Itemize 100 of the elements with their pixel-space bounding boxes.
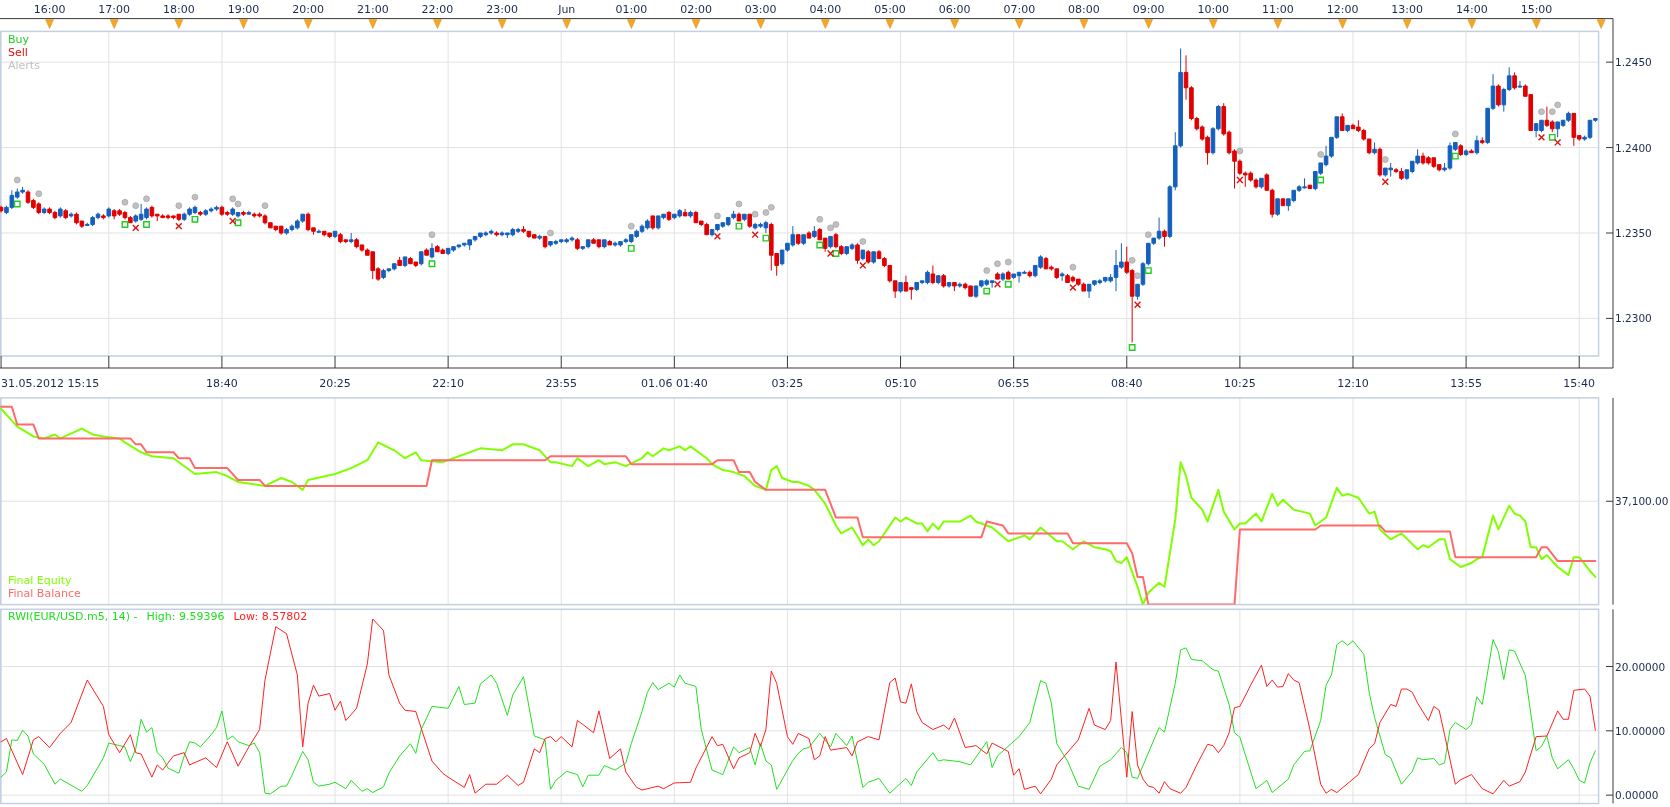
text: Final Balance bbox=[8, 586, 81, 600]
point bbox=[13, 200, 21, 208]
candlestick bbox=[424, 247, 429, 256]
candlestick bbox=[1512, 71, 1517, 90]
point bbox=[1069, 284, 1077, 292]
x2-tick-label: Jun bbox=[557, 3, 576, 17]
x2-tick-label: 04:00 bbox=[809, 3, 842, 17]
x2-tick-label: 23:00 bbox=[486, 3, 518, 17]
candlestick bbox=[855, 242, 860, 265]
candlestick bbox=[429, 242, 435, 260]
point bbox=[1069, 263, 1077, 271]
candlestick bbox=[871, 251, 876, 265]
point bbox=[191, 215, 199, 223]
point bbox=[1548, 108, 1556, 115]
candlestick bbox=[930, 264, 936, 285]
y-tick-label: 1.2450 bbox=[1615, 56, 1652, 69]
point bbox=[1134, 272, 1141, 279]
candlestick bbox=[1517, 80, 1523, 89]
candlestick bbox=[1027, 270, 1033, 278]
text: Alerts bbox=[8, 59, 41, 72]
candlestick bbox=[898, 282, 903, 294]
text: High: 9.59396 bbox=[146, 610, 225, 624]
candlestick bbox=[860, 249, 866, 261]
series-label: Low: 8.57802 bbox=[233, 610, 308, 624]
candlestick bbox=[742, 213, 747, 222]
x2-tick-label: 05:00 bbox=[874, 3, 906, 17]
point bbox=[751, 231, 759, 239]
x2-tick-label: 11:00 bbox=[1262, 3, 1294, 17]
y-tick-label: 0.00000 bbox=[1615, 789, 1659, 802]
candlestick bbox=[682, 208, 688, 217]
candlestick bbox=[1005, 270, 1011, 280]
y-tick-label: 1.2300 bbox=[1615, 312, 1652, 325]
x-tick-label: 03:25 bbox=[771, 377, 804, 390]
candlestick bbox=[795, 234, 801, 246]
candlestick bbox=[1345, 124, 1350, 133]
text: Sell bbox=[8, 46, 28, 60]
point bbox=[1128, 257, 1136, 264]
point bbox=[13, 176, 21, 184]
candlestick bbox=[537, 234, 542, 241]
point bbox=[751, 210, 759, 218]
point bbox=[983, 267, 991, 274]
candlestick bbox=[101, 213, 106, 220]
x-tick-label: 20:25 bbox=[319, 377, 351, 390]
point bbox=[547, 229, 554, 237]
candlestick bbox=[58, 206, 63, 219]
point bbox=[1317, 176, 1325, 184]
candlestick bbox=[1496, 83, 1501, 108]
point bbox=[627, 222, 635, 230]
x-tick-label: 08:40 bbox=[1110, 377, 1143, 390]
x2-tick-label: 15:00 bbox=[1520, 3, 1553, 17]
point bbox=[1145, 231, 1152, 238]
x2-tick-label: 03:00 bbox=[744, 3, 777, 17]
x2-tick-label: 07:00 bbox=[1003, 3, 1036, 17]
point bbox=[768, 204, 775, 211]
candlestick bbox=[1275, 198, 1280, 217]
point bbox=[994, 260, 1001, 268]
x-tick-label: 12:10 bbox=[1337, 377, 1369, 390]
point bbox=[229, 195, 236, 203]
point bbox=[428, 260, 436, 268]
x2-tick-label: 01:00 bbox=[615, 3, 648, 17]
candlestick bbox=[995, 271, 1000, 280]
x2-tick-label: 20:00 bbox=[292, 3, 325, 17]
point bbox=[143, 221, 150, 228]
point bbox=[428, 231, 436, 238]
candlestick bbox=[602, 239, 607, 249]
x2-tick-label: 10:00 bbox=[1197, 3, 1230, 17]
point bbox=[859, 261, 867, 270]
point bbox=[713, 232, 722, 241]
candlestick bbox=[1059, 271, 1065, 282]
point bbox=[993, 280, 1002, 288]
candlestick bbox=[736, 211, 742, 222]
y-tick-label: 10.00000 bbox=[1615, 724, 1666, 737]
candlestick bbox=[957, 282, 963, 289]
point bbox=[1452, 130, 1459, 138]
y-tick-label: 1.2350 bbox=[1615, 226, 1652, 239]
x2-tick-label: 13:00 bbox=[1391, 3, 1424, 17]
point bbox=[191, 193, 199, 201]
x2-tick-label: 02:00 bbox=[680, 3, 712, 17]
x2-tick-label: 18:00 bbox=[163, 3, 195, 17]
point bbox=[627, 244, 635, 252]
point bbox=[229, 217, 237, 225]
text: 37,100.00 bbox=[1615, 495, 1669, 508]
point bbox=[714, 212, 721, 220]
text: Final Equity bbox=[8, 573, 73, 587]
x-tick-label: 05:10 bbox=[884, 377, 917, 390]
candlestick bbox=[494, 230, 499, 237]
x2-tick-label: 19:00 bbox=[227, 3, 260, 17]
x-tick-label: 18:40 bbox=[206, 377, 238, 390]
point bbox=[762, 209, 770, 216]
x2-tick-label: 09:00 bbox=[1132, 3, 1165, 17]
point bbox=[234, 200, 242, 208]
point bbox=[816, 241, 824, 249]
candlestick bbox=[0, 205, 4, 213]
candlestick bbox=[952, 282, 957, 292]
candlestick bbox=[935, 275, 941, 285]
point bbox=[1554, 101, 1561, 109]
point bbox=[143, 195, 150, 203]
point bbox=[827, 224, 834, 232]
candlestick bbox=[1474, 135, 1480, 155]
candlestick bbox=[41, 206, 47, 215]
